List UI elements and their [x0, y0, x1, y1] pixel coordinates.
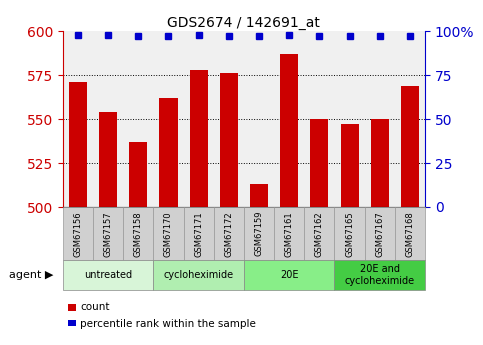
Text: percentile rank within the sample: percentile rank within the sample: [80, 319, 256, 328]
Text: GSM67170: GSM67170: [164, 211, 173, 257]
Bar: [311, 119, 328, 207]
Text: GSM67156: GSM67156: [73, 211, 83, 257]
Text: 20E: 20E: [280, 270, 298, 280]
Text: count: count: [80, 303, 110, 312]
Bar: [189, 70, 208, 207]
Text: GSM67168: GSM67168: [405, 211, 414, 257]
Text: GSM67171: GSM67171: [194, 211, 203, 257]
Bar: [69, 82, 87, 207]
Bar: [280, 54, 298, 207]
Bar: [159, 98, 178, 207]
Text: agent ▶: agent ▶: [9, 270, 53, 280]
Text: GSM67158: GSM67158: [134, 211, 143, 257]
Title: GDS2674 / 142691_at: GDS2674 / 142691_at: [168, 16, 320, 30]
Text: GSM67161: GSM67161: [284, 211, 294, 257]
Text: GSM67162: GSM67162: [315, 211, 324, 257]
Bar: [371, 119, 389, 207]
Bar: [220, 73, 238, 207]
Bar: [250, 184, 268, 207]
Bar: [341, 124, 358, 207]
Bar: [401, 86, 419, 207]
Text: GSM67159: GSM67159: [255, 211, 264, 256]
Text: cycloheximide: cycloheximide: [164, 270, 234, 280]
Text: GSM67157: GSM67157: [103, 211, 113, 257]
Bar: [129, 142, 147, 207]
Text: GSM67167: GSM67167: [375, 211, 384, 257]
Text: untreated: untreated: [84, 270, 132, 280]
Text: 20E and
cycloheximide: 20E and cycloheximide: [345, 264, 415, 286]
Text: GSM67165: GSM67165: [345, 211, 354, 257]
Text: GSM67172: GSM67172: [224, 211, 233, 257]
Bar: [99, 112, 117, 207]
